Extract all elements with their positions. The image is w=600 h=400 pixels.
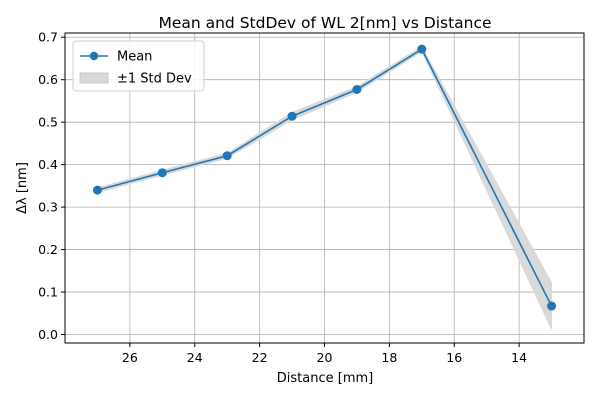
- y-tick-label: 0.4: [38, 157, 58, 172]
- x-tick-label: 14: [511, 350, 527, 365]
- y-tick-label: 0.2: [38, 242, 58, 257]
- mean-point: [287, 111, 297, 121]
- x-tick-label: 22: [252, 350, 268, 365]
- y-tick-label: 0.7: [38, 30, 58, 45]
- legend: Mean ±1 Std Dev: [72, 40, 205, 92]
- x-axis: 26 24 22 20 18 16 14: [122, 343, 527, 365]
- legend-band-swatch: [79, 72, 109, 84]
- x-tick-label: 20: [317, 350, 333, 365]
- grid: [65, 33, 584, 343]
- mean-point: [92, 185, 102, 195]
- y-tick-label: 0.5: [38, 115, 58, 130]
- mean-point: [417, 44, 427, 54]
- legend-mean-marker: [89, 51, 99, 61]
- y-tick-label: 0.6: [38, 72, 58, 87]
- y-tick-label: 0.3: [38, 200, 58, 215]
- x-tick-label: 18: [381, 350, 397, 365]
- x-tick-label: 26: [122, 350, 138, 365]
- x-tick-label: 16: [446, 350, 462, 365]
- mean-point: [547, 301, 557, 311]
- y-axis: 0.0 0.1 0.2 0.3 0.4 0.5 0.6 0.7: [38, 30, 65, 342]
- series-layer: [92, 44, 557, 311]
- y-tick-label: 0.0: [38, 327, 58, 342]
- y-tick-label: 0.1: [38, 285, 58, 300]
- legend-label-mean: Mean: [117, 50, 152, 65]
- mean-point: [222, 151, 232, 161]
- legend-label-std-dev: ±1 Std Dev: [117, 72, 192, 87]
- mean-point: [352, 84, 362, 94]
- x-axis-label: Distance [mm]: [277, 371, 373, 386]
- mean-point: [157, 168, 167, 178]
- x-tick-label: 24: [187, 350, 203, 365]
- y-axis-label: Δλ [nm]: [15, 162, 30, 214]
- chart-title: Mean and StdDev of WL 2[nm] vs Distance: [158, 14, 491, 32]
